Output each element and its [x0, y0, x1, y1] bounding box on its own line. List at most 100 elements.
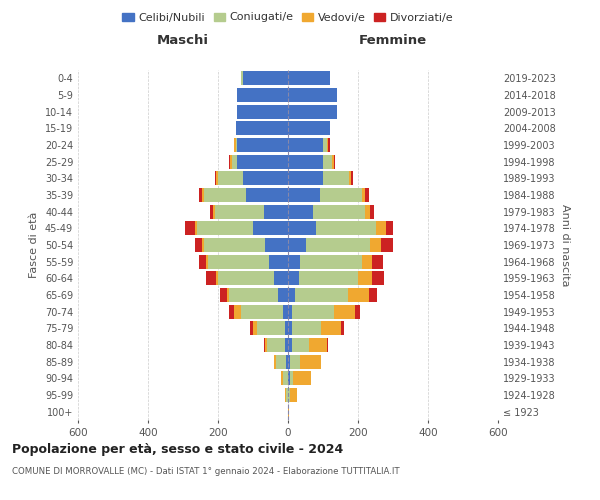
Bar	[202, 188, 204, 202]
Bar	[361, 188, 365, 202]
Bar	[288, 138, 323, 152]
Bar	[229, 304, 234, 319]
Bar	[290, 388, 297, 402]
Bar	[323, 171, 349, 186]
Bar	[253, 221, 288, 236]
Bar	[334, 304, 355, 319]
Bar	[321, 322, 341, 336]
Bar	[284, 388, 286, 402]
Bar	[277, 288, 288, 302]
Bar	[313, 204, 365, 219]
Bar	[220, 288, 227, 302]
Bar	[351, 171, 353, 186]
Bar	[213, 204, 215, 219]
Bar	[288, 188, 320, 202]
Bar	[208, 254, 269, 269]
Bar	[295, 288, 347, 302]
Bar	[235, 121, 288, 136]
Bar	[288, 204, 313, 219]
Bar	[281, 371, 283, 386]
Bar	[195, 221, 197, 236]
Bar	[370, 238, 381, 252]
Bar	[288, 154, 323, 169]
Bar	[349, 171, 351, 186]
Bar	[263, 204, 288, 219]
Bar	[323, 154, 332, 169]
Bar	[237, 138, 288, 152]
Bar	[290, 371, 293, 386]
Bar	[237, 88, 288, 102]
Bar	[288, 388, 290, 402]
Bar	[332, 154, 334, 169]
Bar	[320, 188, 361, 202]
Text: Popolazione per età, sesso e stato civile - 2024: Popolazione per età, sesso e stato civil…	[12, 442, 343, 456]
Bar	[274, 271, 288, 285]
Bar	[215, 204, 263, 219]
Bar	[286, 388, 288, 402]
Bar	[347, 288, 368, 302]
Bar	[376, 221, 386, 236]
Bar	[283, 304, 288, 319]
Bar	[288, 221, 316, 236]
Bar	[202, 238, 204, 252]
Bar	[267, 338, 284, 352]
Bar	[288, 271, 299, 285]
Y-axis label: Anni di nascita: Anni di nascita	[560, 204, 569, 286]
Bar	[288, 322, 292, 336]
Bar	[372, 271, 384, 285]
Bar	[288, 171, 323, 186]
Bar	[253, 322, 257, 336]
Bar	[195, 238, 202, 252]
Bar	[250, 322, 253, 336]
Bar	[265, 338, 267, 352]
Bar	[246, 188, 288, 202]
Bar	[365, 188, 368, 202]
Bar	[242, 171, 288, 186]
Bar	[257, 322, 284, 336]
Bar	[242, 71, 288, 86]
Bar	[218, 171, 242, 186]
Bar	[227, 288, 229, 302]
Bar	[216, 171, 218, 186]
Bar	[218, 271, 274, 285]
Bar	[234, 304, 241, 319]
Y-axis label: Fasce di età: Fasce di età	[29, 212, 39, 278]
Bar	[316, 221, 376, 236]
Bar	[381, 238, 393, 252]
Text: COMUNE DI MORROVALLE (MC) - Dati ISTAT 1° gennaio 2024 - Elaborazione TUTTITALIA: COMUNE DI MORROVALLE (MC) - Dati ISTAT 1…	[12, 468, 400, 476]
Bar	[290, 354, 300, 369]
Bar	[230, 154, 232, 169]
Bar	[288, 121, 330, 136]
Bar	[283, 371, 288, 386]
Bar	[234, 138, 235, 152]
Bar	[288, 104, 337, 118]
Bar	[276, 354, 286, 369]
Bar	[199, 254, 206, 269]
Text: Femmine: Femmine	[359, 34, 427, 48]
Bar	[204, 188, 246, 202]
Text: Maschi: Maschi	[157, 34, 209, 48]
Bar	[269, 254, 288, 269]
Bar	[334, 154, 335, 169]
Bar	[326, 138, 328, 152]
Bar	[288, 88, 337, 102]
Bar	[288, 304, 292, 319]
Bar	[284, 322, 288, 336]
Bar	[305, 238, 370, 252]
Bar	[241, 71, 242, 86]
Bar	[265, 238, 288, 252]
Bar	[300, 254, 361, 269]
Bar	[199, 188, 202, 202]
Bar	[355, 304, 360, 319]
Bar	[288, 254, 300, 269]
Bar	[292, 322, 321, 336]
Bar	[284, 338, 288, 352]
Bar	[292, 338, 309, 352]
Bar	[237, 154, 288, 169]
Bar	[288, 354, 290, 369]
Bar	[185, 221, 195, 236]
Bar	[241, 304, 283, 319]
Bar	[368, 288, 377, 302]
Bar	[293, 371, 311, 386]
Bar	[206, 271, 216, 285]
